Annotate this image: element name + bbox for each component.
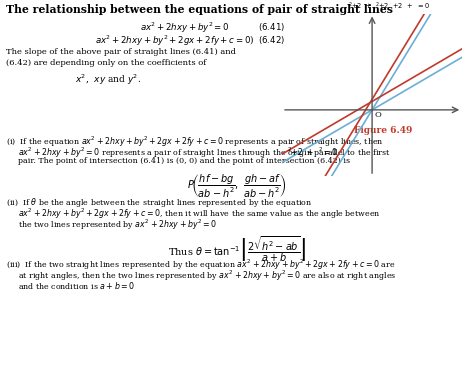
Text: Figure 6.49: Figure 6.49 [354,126,412,135]
Text: $x^2$,  $xy$ and $y^2$.: $x^2$, $xy$ and $y^2$. [75,73,141,87]
Text: $ax^2 + 2hxy + by^2 + 2gx + 2fy + c = 0$): $ax^2 + 2hxy + by^2 + 2gx + 2fy + c = 0$… [95,34,255,48]
Text: and the condition is $a + b = 0$: and the condition is $a + b = 0$ [18,280,135,291]
Text: O: O [374,111,382,120]
Text: $ax^2 + 2hxy + by^2 = 0$ represents a pair of straight lines through the origin : $ax^2 + 2hxy + by^2 = 0$ represents a pa… [18,146,391,160]
Text: ${}^2{+}2$  $+$  ${}^2{=}0$: ${}^2{+}2$ $+$ ${}^2{=}0$ [287,146,337,158]
Text: pair. The point of intersection (6.41) is (0, 0) and the point of intersection (: pair. The point of intersection (6.41) i… [18,157,350,165]
Text: $(6.41)$: $(6.41)$ [258,21,285,33]
Text: $(6.42)$: $(6.42)$ [258,34,285,46]
Text: the two lines represented by $ax^2 + 2hxy + by^2 = 0$: the two lines represented by $ax^2 + 2hx… [18,218,217,233]
Text: (6.42) are depending only on the coefficients of: (6.42) are depending only on the coeffic… [6,59,206,67]
Text: $ax^2 + 2hxy + by^2 + 2gx + 2fy + c = 0$, then it will have the same value as th: $ax^2 + 2hxy + by^2 + 2gx + 2fy + c = 0$… [18,207,381,221]
Text: $ax^2 + 2hxy + by^2 = 0$: $ax^2 + 2hxy + by^2 = 0$ [140,21,230,35]
Text: (iii)  If the two straight lines represented by the equation $ax^2 + 2hxy + by^2: (iii) If the two straight lines represen… [6,258,395,272]
Text: ${}^2{+}2$  $+$  ${}^2{+}2$  $+2$  $+$  $=0$: ${}^2{+}2$ $+$ ${}^2{+}2$ $+2$ $+$ $=0$ [348,1,430,12]
Text: at right angles, then the two lines represented by $ax^2 + 2hxy + by^2 = 0$ are : at right angles, then the two lines repr… [18,269,396,283]
Text: (ii)  If $\theta$ be the angle between the straight lines represented by the equ: (ii) If $\theta$ be the angle between th… [6,196,312,209]
Text: $P\!\left(\dfrac{hf - bg}{ab - h^2},\ \dfrac{gh - af}{ab - h^2}\right)$: $P\!\left(\dfrac{hf - bg}{ab - h^2},\ \d… [187,173,287,200]
Text: Thus $\theta = \tan^{-1}\!\left|\dfrac{2\sqrt{h^2 - ab}}{a + b}\right|$: Thus $\theta = \tan^{-1}\!\left|\dfrac{2… [168,234,306,264]
Text: (i)  If the equation $ax^2 + 2hxy + by^2 + 2gx + 2fy + c = 0$ represents a pair : (i) If the equation $ax^2 + 2hxy + by^2 … [6,135,383,149]
Text: The slope of the above pair of straight lines (6.41) and: The slope of the above pair of straight … [6,48,236,56]
Text: The relationship between the equations of pair of straight lines: The relationship between the equations o… [6,4,393,15]
